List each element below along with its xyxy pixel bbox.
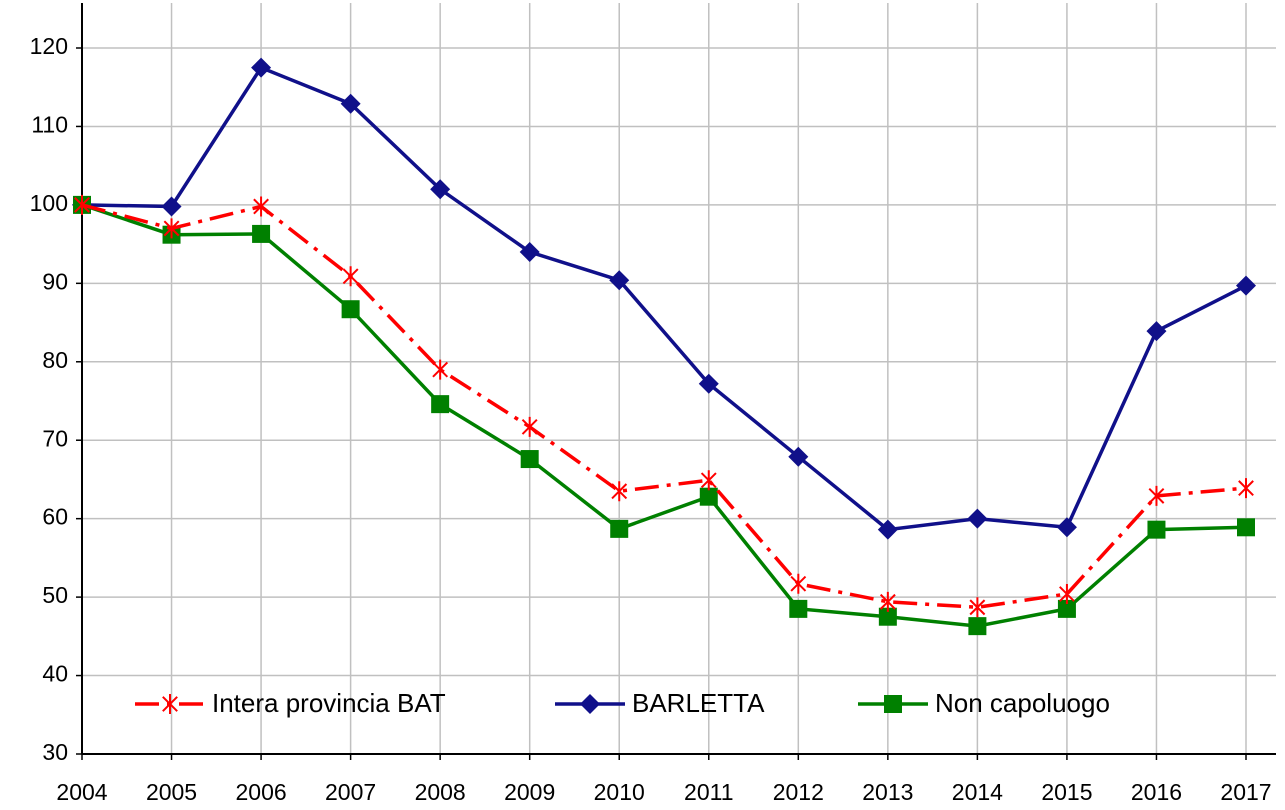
marker bbox=[74, 194, 90, 215]
x-tick-label: 2013 bbox=[862, 779, 913, 805]
x-tick-label: 2009 bbox=[504, 779, 555, 805]
marker bbox=[968, 617, 987, 636]
marker bbox=[1236, 275, 1256, 296]
x-tick-label: 2017 bbox=[1220, 779, 1271, 805]
marker bbox=[341, 300, 360, 319]
marker bbox=[431, 395, 450, 414]
marker bbox=[251, 57, 272, 78]
x-tick-label: 2016 bbox=[1131, 779, 1182, 805]
marker bbox=[1147, 520, 1166, 539]
marker bbox=[610, 519, 629, 538]
marker bbox=[698, 373, 719, 394]
legend-marker bbox=[580, 694, 600, 714]
marker bbox=[1056, 517, 1077, 538]
y-tick-label: 90 bbox=[42, 268, 68, 294]
legend-label: BARLETTA bbox=[632, 688, 765, 718]
marker bbox=[790, 573, 807, 594]
marker bbox=[1059, 583, 1075, 604]
marker bbox=[788, 446, 809, 467]
x-tick-label: 2007 bbox=[325, 779, 376, 805]
x-tick-label: 2005 bbox=[146, 779, 197, 805]
marker bbox=[252, 224, 271, 243]
marker bbox=[1237, 518, 1255, 537]
x-tick-label: 2012 bbox=[773, 779, 824, 805]
series-line bbox=[81, 203, 1247, 628]
x-tick-label: 2011 bbox=[684, 779, 733, 805]
legend-marker bbox=[884, 695, 902, 713]
marker bbox=[609, 270, 630, 291]
marker bbox=[163, 218, 180, 239]
y-tick-label: 110 bbox=[31, 112, 68, 138]
marker bbox=[340, 93, 361, 114]
y-tick-label: 60 bbox=[42, 504, 68, 530]
marker bbox=[789, 599, 808, 618]
marker bbox=[519, 241, 540, 262]
x-tick-label: 2006 bbox=[235, 779, 286, 805]
marker bbox=[1148, 485, 1165, 506]
x-tick-label: 2010 bbox=[594, 779, 645, 805]
marker bbox=[253, 196, 269, 217]
marker bbox=[432, 359, 449, 380]
marker bbox=[699, 487, 718, 506]
marker bbox=[700, 470, 717, 491]
marker bbox=[878, 607, 897, 626]
series-line bbox=[81, 203, 1247, 610]
marker bbox=[1146, 321, 1167, 342]
x-tick-label: 2004 bbox=[56, 779, 107, 805]
marker bbox=[967, 508, 988, 529]
x-tick-label: 2008 bbox=[415, 779, 466, 805]
series-line bbox=[81, 65, 1247, 532]
y-tick-label: 30 bbox=[42, 739, 68, 765]
x-tick-label: 2014 bbox=[952, 779, 1003, 805]
y-tick-label: 50 bbox=[42, 582, 68, 608]
marker bbox=[430, 179, 451, 200]
y-tick-label: 40 bbox=[42, 661, 68, 687]
marker bbox=[969, 597, 986, 618]
marker bbox=[879, 591, 896, 612]
x-tick-label: 2015 bbox=[1041, 779, 1092, 805]
marker bbox=[1057, 599, 1076, 618]
y-tick-label: 120 bbox=[30, 33, 68, 59]
y-tick-label: 80 bbox=[42, 347, 68, 373]
marker bbox=[1238, 478, 1254, 499]
legend-marker bbox=[162, 694, 178, 714]
marker bbox=[521, 416, 538, 437]
marker bbox=[161, 196, 182, 217]
y-tick-label: 70 bbox=[42, 425, 68, 451]
marker bbox=[342, 266, 359, 287]
marker bbox=[611, 481, 628, 502]
legend-label: Intera provincia BAT bbox=[212, 688, 446, 718]
legend-label: Non capoluogo bbox=[935, 688, 1110, 718]
marker bbox=[520, 450, 539, 469]
y-tick-label: 100 bbox=[30, 190, 68, 216]
marker bbox=[877, 519, 898, 540]
